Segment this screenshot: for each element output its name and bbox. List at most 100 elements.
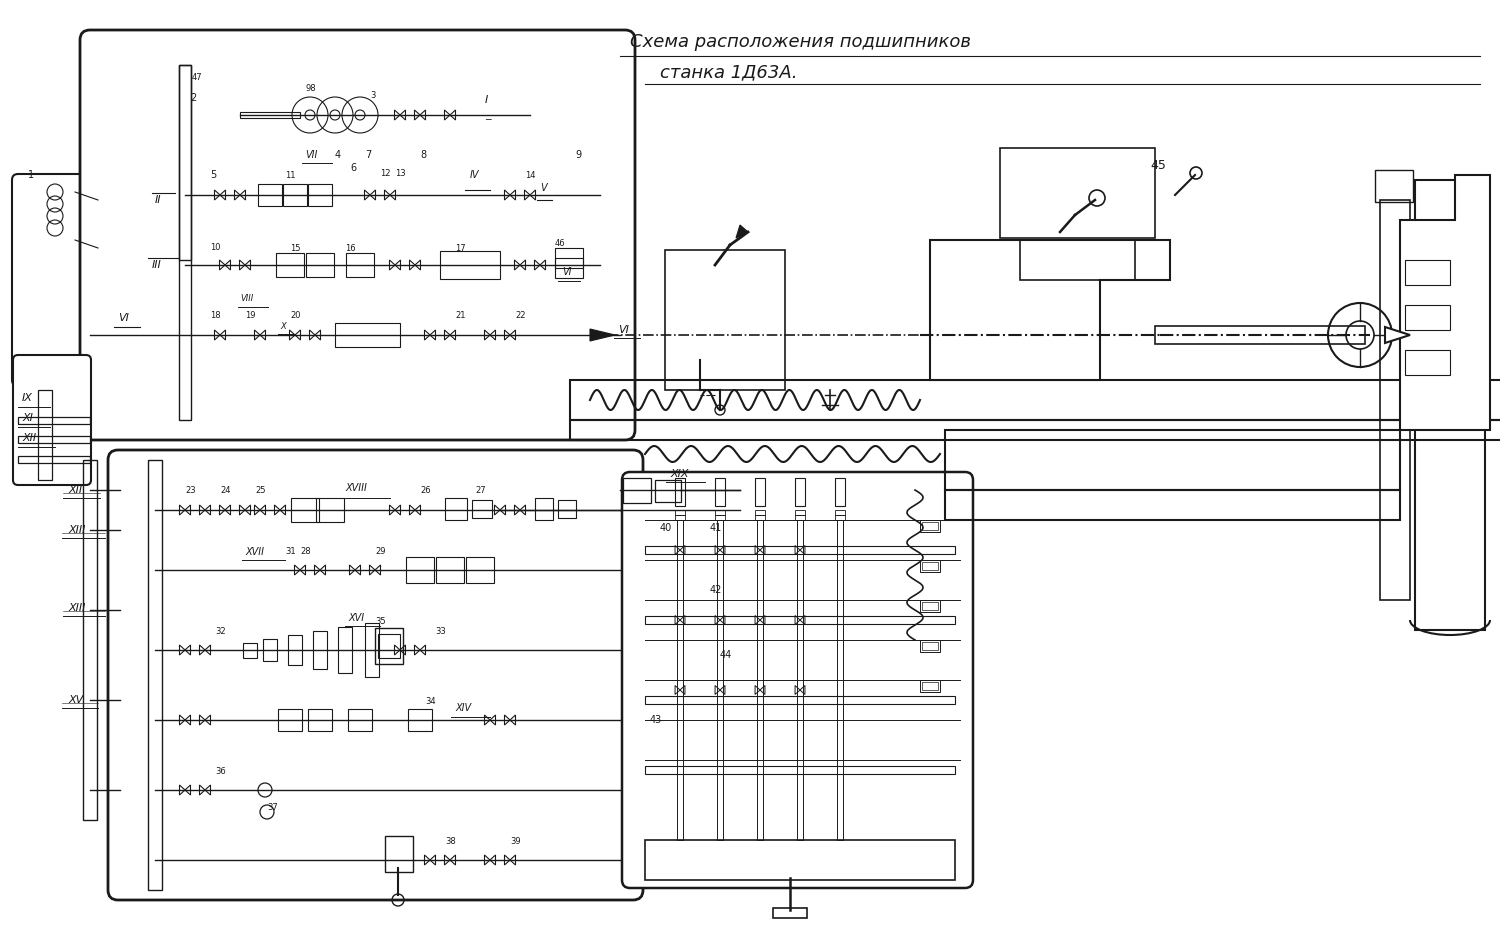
Bar [308,709,332,731]
Bar [920,600,940,612]
Text: 41: 41 [710,523,723,533]
Text: IX: IX [22,393,33,403]
Text: 38: 38 [446,838,456,846]
Bar [308,184,332,206]
Text: VI: VI [118,313,129,323]
Text: 47: 47 [192,72,202,82]
Bar [466,557,494,583]
Bar [1414,180,1485,630]
Bar [645,840,956,880]
Text: 31: 31 [285,548,296,556]
Text: I: I [484,95,489,105]
Text: XVII: XVII [244,547,264,557]
Bar [440,251,500,279]
Text: XV: XV [68,695,84,705]
Bar [716,478,724,506]
Bar [348,709,372,731]
Text: 20: 20 [290,310,300,320]
Bar [262,639,278,661]
FancyBboxPatch shape [80,30,634,440]
Text: 40: 40 [660,523,672,533]
Bar [837,520,843,840]
Bar [334,323,400,347]
FancyBboxPatch shape [108,450,644,900]
Text: 45: 45 [1150,159,1166,172]
Bar [716,510,724,515]
Bar [1406,260,1450,285]
Bar [178,65,190,260]
Polygon shape [1400,175,1490,430]
Text: XIV: XIV [454,703,471,713]
FancyBboxPatch shape [12,174,119,386]
Text: 21: 21 [454,310,465,320]
Bar [945,490,1400,520]
Bar [716,515,724,520]
Bar [178,65,190,420]
Bar [754,510,765,515]
Bar [920,560,940,572]
Text: XVIII: XVIII [345,483,368,493]
Text: 34: 34 [424,698,435,706]
Text: III: III [152,260,162,270]
Bar [1406,350,1450,375]
Text: _: _ [484,110,490,120]
Text: 13: 13 [394,169,405,177]
Bar [18,436,90,444]
Bar [338,627,352,673]
Bar [1406,305,1450,330]
Bar [1414,360,1455,380]
Text: XI: XI [22,413,33,423]
Text: Схема расположения подшипников: Схема расположения подшипников [630,33,970,51]
Text: 36: 36 [214,767,225,777]
Bar [754,515,765,520]
Bar [717,520,723,840]
Bar [656,480,681,502]
Bar [1414,310,1455,330]
Text: 12: 12 [380,169,390,177]
Polygon shape [736,225,748,238]
FancyBboxPatch shape [13,355,92,485]
Bar [1414,260,1455,280]
Text: XIII: XIII [68,603,86,613]
Text: 4: 4 [334,150,340,160]
Text: 10: 10 [210,243,220,251]
Text: 28: 28 [300,548,310,556]
Bar [922,682,938,690]
Text: 25: 25 [255,486,266,494]
Bar [378,634,400,658]
Bar [240,112,300,118]
Text: XVI: XVI [348,613,364,623]
Text: 46: 46 [555,238,566,248]
Bar [472,500,492,518]
Bar [920,680,940,692]
Bar [38,390,52,480]
Bar [645,696,956,704]
Text: 16: 16 [345,244,355,252]
Bar [922,522,938,530]
Bar [555,258,584,268]
Bar [570,420,1500,440]
Text: XII: XII [22,433,36,443]
Bar [446,498,466,520]
Bar [436,557,463,583]
Text: V: V [540,183,546,193]
Bar [386,836,412,872]
FancyBboxPatch shape [622,472,974,888]
Text: 18: 18 [210,310,220,320]
Text: 17: 17 [454,244,465,252]
Bar [945,430,1400,490]
Text: 9: 9 [574,150,580,160]
Text: XIII: XIII [68,525,86,535]
Bar [306,253,334,277]
Bar [406,557,433,583]
Bar [645,766,956,774]
Bar [375,628,404,664]
Text: VI: VI [562,267,572,277]
Text: 15: 15 [290,244,300,252]
Bar [346,253,374,277]
Bar [772,908,807,918]
Text: 35: 35 [375,617,386,627]
Bar [1020,240,1136,280]
Text: станка 1Д63А.: станка 1Д63А. [660,63,798,81]
Text: 27: 27 [476,486,486,494]
